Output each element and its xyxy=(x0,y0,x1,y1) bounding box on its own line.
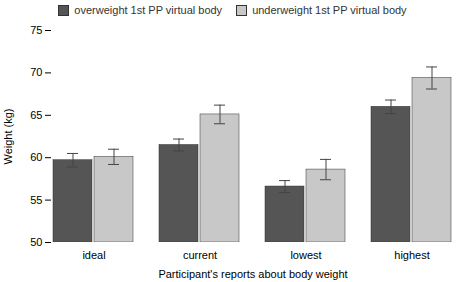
svg-text:65: 65 xyxy=(30,109,42,121)
svg-text:70: 70 xyxy=(30,66,42,78)
svg-text:lowest: lowest xyxy=(290,249,321,261)
svg-text:55: 55 xyxy=(30,194,42,206)
html-text:underweight 1st PP virtual bod: underweight 1st PP virtual body xyxy=(252,4,407,16)
svg-text:75: 75 xyxy=(30,24,42,36)
svg-text:highest: highest xyxy=(394,249,429,261)
svg-text:60: 60 xyxy=(30,151,42,163)
svg-text:Participant's reports about bo: Participant's reports about body weight xyxy=(158,268,347,280)
svg-text:current: current xyxy=(183,249,217,261)
svg-text:Weight (kg): Weight (kg) xyxy=(2,108,14,164)
svg-text:50: 50 xyxy=(30,236,42,248)
svg-text:ideal: ideal xyxy=(82,249,105,261)
html-text:overweight 1st PP virtual body: overweight 1st PP virtual body xyxy=(74,4,223,16)
